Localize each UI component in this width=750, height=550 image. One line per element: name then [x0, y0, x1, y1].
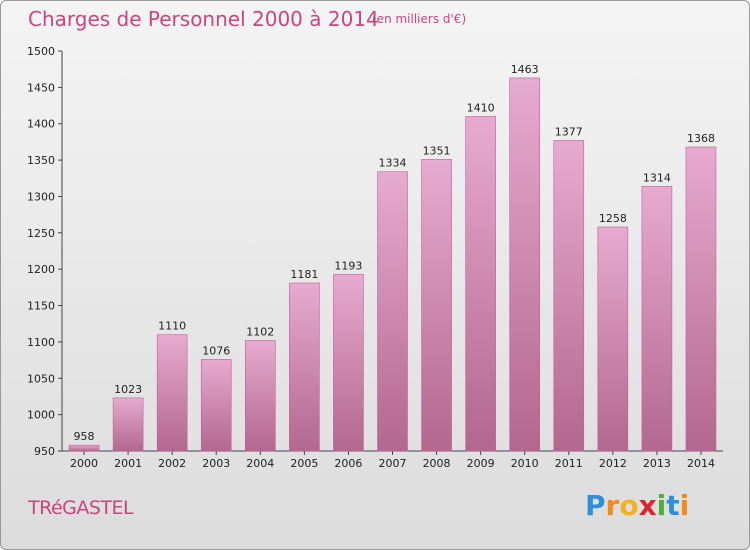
x-tick-label-2005: 2005: [290, 457, 318, 470]
y-tick-label: 1450: [27, 81, 55, 94]
value-label-2010: 1463: [511, 63, 539, 76]
bar-2010: [509, 77, 541, 452]
value-label-2002: 1110: [158, 320, 186, 333]
value-label-2009: 1410: [467, 101, 495, 114]
y-tick-label: 1400: [27, 118, 55, 131]
value-label-2001: 1023: [114, 383, 142, 396]
value-label-2003: 1076: [202, 344, 230, 357]
x-tick-label-2010: 2010: [511, 457, 539, 470]
x-tick-label-2008: 2008: [423, 457, 451, 470]
value-label-2007: 1334: [379, 157, 407, 170]
bar-2011: [553, 140, 585, 452]
logo-letter: P: [585, 489, 606, 522]
y-tick-label: 1100: [27, 336, 55, 349]
bar-2009: [465, 116, 496, 452]
x-tick-label-2009: 2009: [467, 457, 495, 470]
y-tick-label: 1350: [27, 154, 55, 167]
x-tick-label-2014: 2014: [687, 457, 715, 470]
logo-letter: i: [679, 489, 690, 522]
chart-value-labels: 958 1023 1110 1076 1102 1181 1193 1334 1351 1410 1…: [74, 63, 715, 443]
bar-2001: [112, 397, 144, 452]
x-tick-label-2002: 2002: [158, 457, 186, 470]
x-tick-label-2003: 2003: [202, 457, 230, 470]
bar-2004: [245, 340, 276, 452]
x-tick-label-2000: 2000: [70, 457, 98, 470]
bar-2012: [597, 226, 629, 452]
logo-letter: o: [619, 489, 639, 522]
x-tick-label-2011: 2011: [555, 457, 583, 470]
value-label-2014: 1368: [687, 132, 715, 145]
value-label-2011: 1377: [555, 125, 583, 138]
chart-axes: 950 1000 1050 1100 1150 1200 1250 1300 1350 1400 1…: [27, 45, 723, 470]
value-label-2012: 1258: [599, 212, 627, 225]
x-tick-label-2006: 2006: [334, 457, 362, 470]
y-tick-label: 950: [34, 445, 55, 458]
logo-letter: r: [605, 489, 620, 522]
bar-2003: [200, 359, 232, 452]
x-tick-label-2001: 2001: [114, 457, 142, 470]
town-name: TRéGASTEL: [28, 497, 134, 519]
value-label-2008: 1351: [423, 144, 451, 157]
logo-letter: t: [666, 489, 680, 522]
y-tick-label: 1150: [27, 300, 55, 313]
bar-2000: [68, 444, 100, 452]
proxiti-logo[interactable]: Proxiti: [585, 489, 689, 522]
value-label-2005: 1181: [290, 268, 318, 281]
logo-letter: i: [656, 489, 667, 522]
value-label-2013: 1314: [643, 171, 671, 184]
bar-2007: [377, 171, 408, 452]
chart-unit-note: (en milliers d'€): [372, 12, 467, 26]
bar-2008: [421, 159, 452, 452]
x-tick-label-2012: 2012: [599, 457, 627, 470]
y-tick-label: 1050: [27, 372, 55, 385]
x-tick-label-2007: 2007: [379, 457, 407, 470]
bar-2014: [685, 146, 717, 452]
value-label-2006: 1193: [334, 259, 362, 272]
bar-2013: [641, 185, 673, 452]
value-label-2004: 1102: [246, 325, 274, 338]
y-tick-label: 1500: [27, 45, 55, 58]
bar-2005: [289, 282, 320, 452]
bar-2006: [333, 273, 364, 452]
chart-title: Charges de Personnel 2000 à 2014: [28, 7, 379, 31]
logo-letter: x: [638, 489, 657, 522]
x-tick-label-2013: 2013: [643, 457, 671, 470]
y-tick-label: 1250: [27, 227, 55, 240]
value-label-2000: 958: [74, 430, 95, 443]
x-tick-label-2004: 2004: [246, 457, 274, 470]
chart-bars: [68, 77, 717, 452]
y-tick-label: 1200: [27, 263, 55, 276]
bar-2002: [156, 334, 188, 452]
y-tick-label: 1000: [27, 409, 55, 422]
y-tick-label: 1300: [27, 190, 55, 203]
